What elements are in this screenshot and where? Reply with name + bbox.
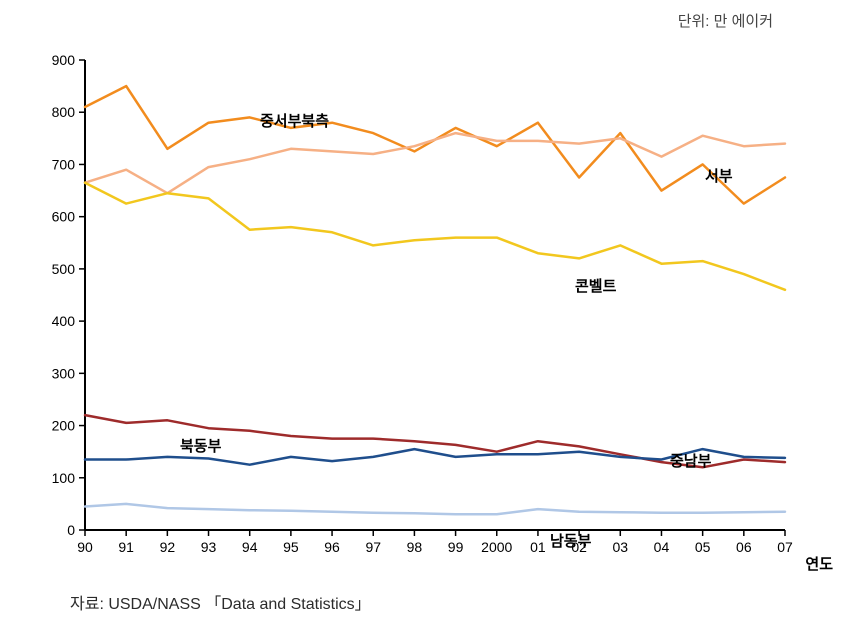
series-label-cornbelt: 콘벨트	[575, 275, 616, 296]
series-west	[85, 133, 785, 193]
svg-text:200: 200	[52, 418, 76, 434]
svg-text:400: 400	[52, 313, 76, 329]
svg-text:05: 05	[695, 539, 711, 555]
svg-text:500: 500	[52, 261, 76, 277]
chart-area: 0 100 200 300 400 500 600 700 800 900 90 91 92 93 94 95…	[30, 50, 810, 570]
svg-text:700: 700	[52, 156, 76, 172]
svg-text:100: 100	[52, 470, 76, 486]
svg-text:07: 07	[777, 539, 793, 555]
series-midwest_north	[85, 86, 785, 204]
series-label-midwest_north: 중서부북측	[260, 110, 329, 131]
line-chart-svg: 0 100 200 300 400 500 600 700 800 900 90 91 92 93 94 95…	[30, 50, 810, 570]
svg-text:300: 300	[52, 365, 76, 381]
svg-text:93: 93	[201, 539, 217, 555]
svg-text:97: 97	[365, 539, 381, 555]
svg-text:94: 94	[242, 539, 258, 555]
svg-text:99: 99	[448, 539, 464, 555]
svg-text:92: 92	[160, 539, 176, 555]
x-axis-unit-label: 연도	[805, 553, 833, 574]
svg-text:06: 06	[736, 539, 752, 555]
svg-text:04: 04	[654, 539, 670, 555]
series-label-west: 서부	[705, 165, 733, 186]
svg-text:91: 91	[118, 539, 134, 555]
chart-container: 단위: 만 에이커 0 100 200 300 400 500 600 700 800 900 90…	[0, 0, 843, 644]
series-label-southcentral: 중남부	[670, 450, 711, 471]
svg-text:600: 600	[52, 209, 76, 225]
svg-text:900: 900	[52, 52, 76, 68]
svg-text:2000: 2000	[481, 539, 512, 555]
svg-text:03: 03	[613, 539, 629, 555]
svg-text:96: 96	[324, 539, 340, 555]
svg-text:95: 95	[283, 539, 299, 555]
svg-text:98: 98	[407, 539, 423, 555]
series-label-northeast: 북동부	[180, 435, 221, 456]
svg-text:800: 800	[52, 104, 76, 120]
svg-text:90: 90	[77, 539, 93, 555]
series-southeast	[85, 504, 785, 514]
svg-text:0: 0	[67, 522, 75, 538]
series-label-southeast: 남동부	[550, 530, 591, 551]
series-cornbelt	[85, 183, 785, 290]
svg-text:01: 01	[530, 539, 546, 555]
unit-label: 단위: 만 에이커	[678, 10, 773, 31]
source-label: 자료: USDA/NASS 「Data and Statistics」	[70, 590, 371, 614]
